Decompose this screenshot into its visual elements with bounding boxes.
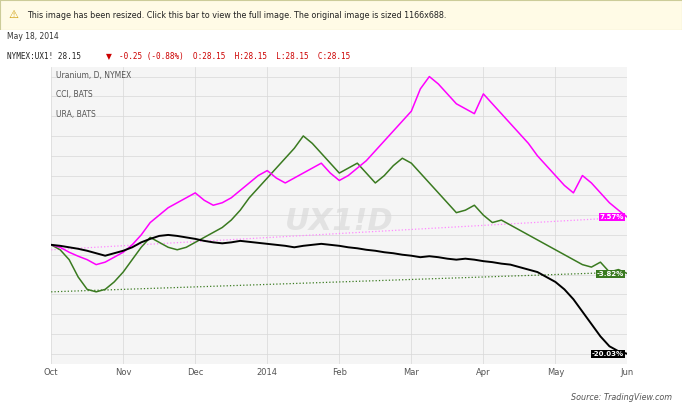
Text: URA, BATS: URA, BATS	[56, 110, 95, 119]
Text: Source: TradingView.com: Source: TradingView.com	[571, 393, 672, 402]
Text: -0.25 (-0.88%)  O:28.15  H:28.15  L:28.15  C:28.15: -0.25 (-0.88%) O:28.15 H:28.15 L:28.15 C…	[119, 52, 351, 61]
Text: CCI, BATS: CCI, BATS	[56, 90, 92, 99]
Text: NYMEX:UX1! 28.15: NYMEX:UX1! 28.15	[7, 52, 85, 61]
Text: 7.57%: 7.57%	[599, 214, 624, 220]
Text: -20.03%: -20.03%	[592, 351, 624, 357]
Text: May 18, 2014: May 18, 2014	[7, 32, 59, 41]
Text: This image has been resized. Click this bar to view the full image. The original: This image has been resized. Click this …	[27, 11, 447, 20]
Text: -3.82%: -3.82%	[597, 271, 624, 277]
Text: Uranium, D, NYMEX: Uranium, D, NYMEX	[56, 71, 131, 80]
Text: UX1!D: UX1!D	[285, 206, 394, 236]
Text: ⚠: ⚠	[8, 10, 18, 20]
Text: ▼: ▼	[106, 52, 112, 61]
